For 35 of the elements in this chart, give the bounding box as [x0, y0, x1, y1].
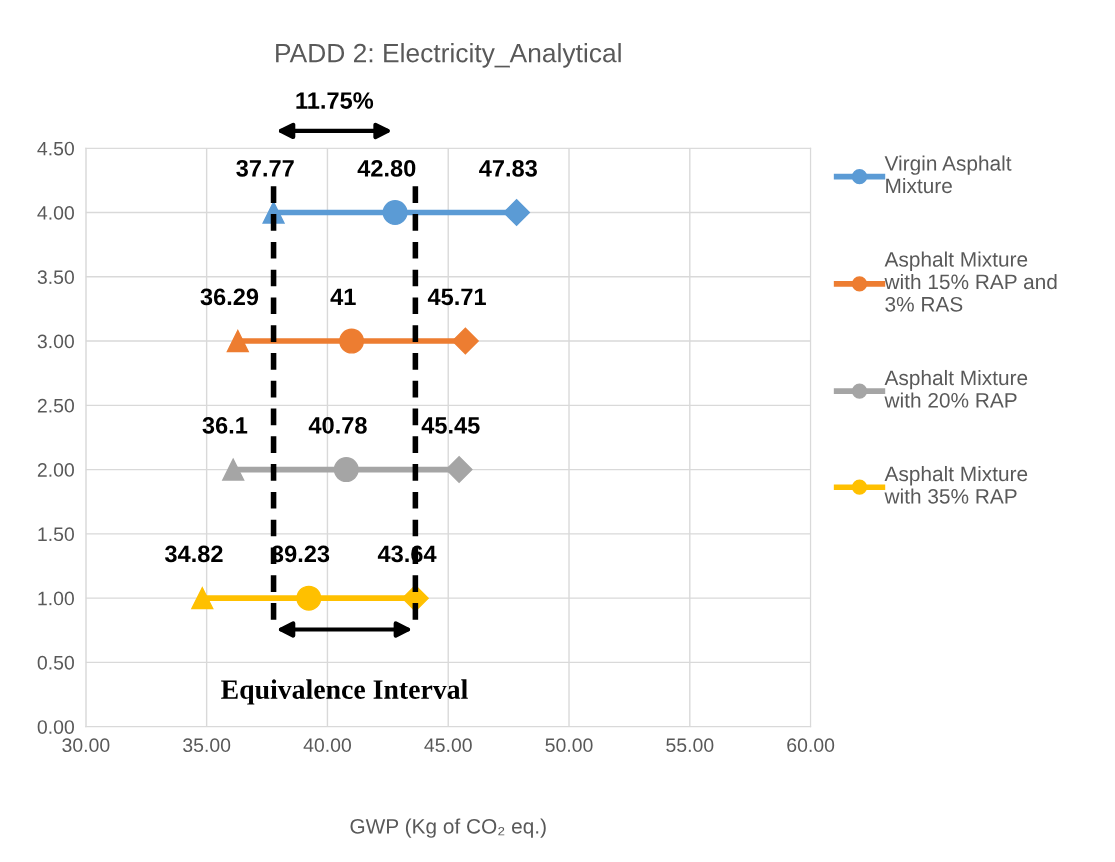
x-tick-label: 40.00	[303, 738, 352, 753]
legend-label: Virgin Asphalt Mixture	[884, 155, 1012, 194]
data-label: 40.78	[308, 417, 367, 434]
x-tick-label: 50.00	[545, 738, 593, 753]
data-label: 47.83	[479, 159, 537, 177]
x-tick-label: 45.00	[424, 738, 472, 753]
data-label: 34.82	[164, 545, 223, 563]
annotation: Equivalence Interval	[221, 679, 468, 705]
legend-label: Asphalt Mixture with 15% RAP and 3% RAS	[884, 251, 1057, 312]
legend-label: Asphalt Mixture with 35% RAP	[884, 465, 1028, 504]
y-tick-label: 2.00	[37, 463, 74, 477]
legend-label: Asphalt Mixture with 20% RAP	[884, 369, 1028, 408]
y-tick-label: 4.50	[37, 141, 74, 156]
y-tick-label: 0.00	[37, 720, 74, 734]
data-label: 36.29	[200, 288, 259, 306]
x-tick-label: 55.00	[666, 738, 714, 753]
x-tick-label: 35.00	[183, 738, 231, 753]
data-label: 41	[330, 288, 356, 305]
y-tick-label: 4.00	[37, 206, 74, 220]
x-tick-label: 60.00	[787, 738, 835, 753]
y-tick-label: 1.50	[38, 527, 74, 542]
y-tick-label: 2.50	[37, 398, 74, 413]
data-label: 45.71	[427, 288, 486, 306]
data-label: 36.1	[202, 417, 248, 434]
data-label: 42.80	[357, 159, 416, 177]
text: 11.75%	[296, 92, 374, 109]
y-tick-label: 3.50	[37, 270, 74, 285]
data-label: 37.77	[236, 159, 294, 177]
x-axis-title: GWP (Kg of CO₂ eq.)	[350, 818, 546, 838]
chart-title: PADD 2: Electricity_Analytical	[276, 43, 621, 68]
x-tick-label: 30.00	[62, 738, 110, 753]
y-tick-label: 1.00	[38, 591, 74, 606]
y-tick-label: 0.50	[37, 655, 74, 670]
data-label: 45.45	[421, 417, 480, 434]
y-tick-label: 3.00	[37, 334, 74, 349]
